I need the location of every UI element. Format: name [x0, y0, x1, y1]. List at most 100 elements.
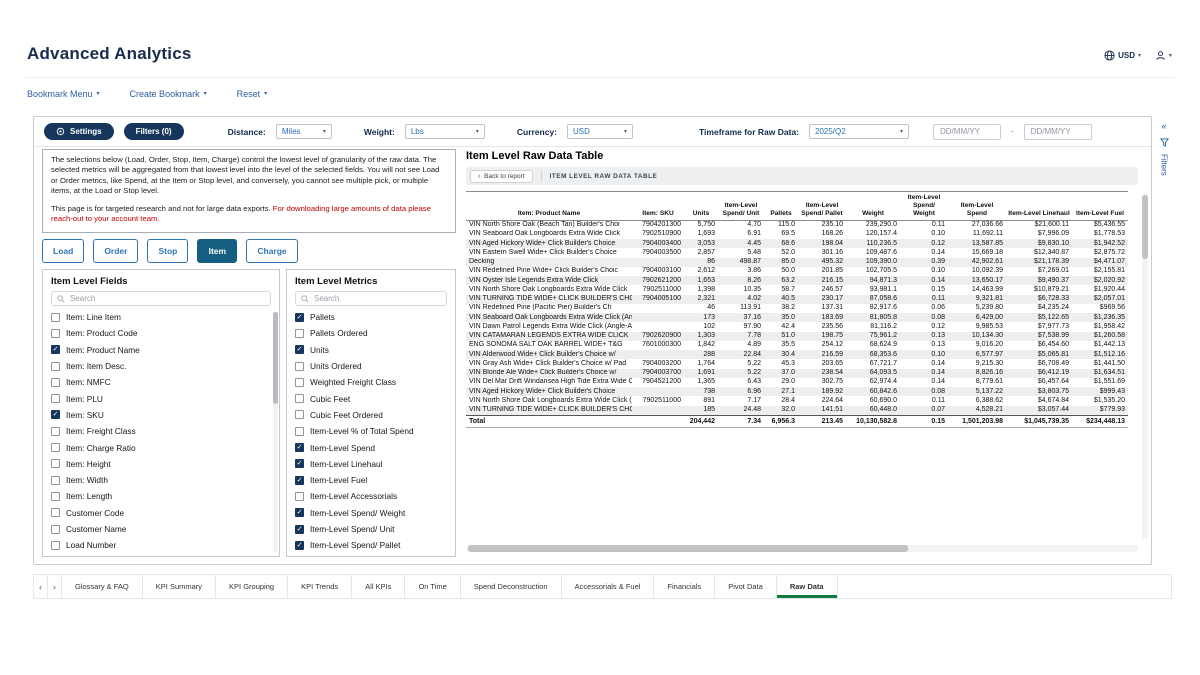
field-item-customer-name[interactable]: Customer Name [51, 521, 271, 537]
distance-select[interactable]: Miles ▾ [275, 124, 332, 139]
checkbox-unchecked[interactable] [295, 394, 304, 404]
table-row[interactable]: VIN Redefined Pine (Pacific Pier) Builde… [466, 304, 1128, 313]
user-menu[interactable]: ▾ [1155, 50, 1172, 61]
tab-pivot-data[interactable]: Pivot Data [715, 575, 777, 598]
metric-item-item-level-spend[interactable]: ✓ Item-Level Spend [295, 439, 447, 455]
settings-button[interactable]: Settings [44, 123, 114, 140]
bookmark-menu-link[interactable]: Bookmark Menu ▾ [27, 89, 100, 99]
field-item-item-product-code[interactable]: Item: Product Code [51, 325, 271, 341]
field-item-item-line-item[interactable]: Item: Line Item [51, 309, 271, 325]
field-item-item-charge-ratio[interactable]: Item: Charge Ratio [51, 439, 271, 455]
checkbox-unchecked[interactable] [51, 459, 60, 469]
field-item-customer-code[interactable]: Customer Code [51, 505, 271, 521]
field-item-item-sku[interactable]: ✓ Item: SKU [51, 407, 271, 423]
checkbox-unchecked[interactable] [51, 426, 60, 436]
table-vertical-scrollbar[interactable] [1142, 193, 1148, 539]
table-row[interactable]: VIN Aged Hickory Wide+ Click Builder's C… [466, 387, 1128, 397]
fields-search-input[interactable]: Search [51, 291, 271, 306]
field-item-item-item-desc[interactable]: Item: Item Desc. [51, 358, 271, 374]
level-button-load[interactable]: Load [42, 239, 85, 263]
table-row[interactable]: VIN CATAMARAN LEGENDS EXTRA WIDE CLICK 79… [466, 331, 1128, 341]
checkbox-checked[interactable]: ✓ [295, 345, 304, 355]
tab-accessorials-fuel[interactable]: Accessorials & Fuel [562, 575, 655, 598]
currency-select[interactable]: USD ▾ [567, 124, 634, 139]
checkbox-unchecked[interactable] [51, 508, 60, 518]
create-bookmark-link[interactable]: Create Bookmark ▾ [130, 89, 207, 99]
table-row[interactable]: VIN Eastern Swell Wide+ Click Builder's … [466, 248, 1128, 257]
field-item-item-width[interactable]: Item: Width [51, 472, 271, 488]
checkbox-checked[interactable]: ✓ [295, 540, 304, 550]
tab-kpi-trends[interactable]: KPI Trends [288, 575, 353, 598]
tab-glossary-faq[interactable]: Glossary & FAQ [62, 575, 143, 598]
weight-select[interactable]: Lbs ▾ [404, 124, 485, 139]
checkbox-unchecked[interactable] [295, 361, 304, 371]
metric-item-item-level-fuel[interactable]: ✓ Item-Level Fuel [295, 472, 447, 488]
checkbox-unchecked[interactable] [295, 328, 304, 338]
table-row[interactable]: VIN Dawn Patrol Legends Extra Wide Click… [466, 322, 1128, 331]
level-button-stop[interactable]: Stop [147, 239, 189, 263]
date-to-input[interactable]: DD/MM/YY [1023, 123, 1092, 140]
table-row[interactable]: VIN North Shore Oak Longboards Extra Wid… [466, 285, 1128, 294]
metric-item-units-ordered[interactable]: Units Ordered [295, 358, 447, 374]
checkbox-unchecked[interactable] [295, 491, 304, 501]
checkbox-unchecked[interactable] [51, 475, 60, 485]
table-row[interactable]: VIN Alderwood Wide+ Click Builder's Choi… [466, 350, 1128, 360]
metric-item-weighted-freight-class[interactable]: Weighted Freight Class [295, 374, 447, 390]
fields-scrollbar[interactable] [273, 312, 278, 552]
scrollbar-thumb[interactable] [468, 545, 908, 552]
table-row[interactable]: VIN North Shore Oak Longboards Extra Wid… [466, 396, 1128, 405]
tabs-prev-button[interactable]: ‹ [34, 575, 48, 598]
metric-item-item-level-spend-unit[interactable]: ✓ Item-Level Spend/ Unit [295, 521, 447, 537]
currency-menu[interactable]: USD ▾ [1104, 50, 1141, 61]
metric-item-item-level-spend-pallet[interactable]: ✓ Item-Level Spend/ Pallet [295, 537, 447, 553]
table-row[interactable]: VIN Blonde Ale Wide+ Click Builder's Cho… [466, 368, 1128, 378]
level-button-charge[interactable]: Charge [246, 239, 298, 263]
tab-on-time[interactable]: On Time [405, 575, 461, 598]
tab-raw-data[interactable]: Raw Data [776, 575, 838, 598]
checkbox-unchecked[interactable] [51, 394, 60, 404]
tab-kpi-summary[interactable]: KPI Summary [143, 575, 217, 598]
tab-kpi-grouping[interactable]: KPI Grouping [216, 575, 289, 598]
metric-item-units[interactable]: ✓ Units [295, 342, 447, 358]
checkbox-unchecked[interactable] [51, 328, 60, 338]
collapse-pane-icon[interactable]: « [1161, 121, 1167, 131]
table-row[interactable]: VIN Seaboard Oak Longboards Extra Wide C… [466, 230, 1128, 239]
metric-item-item-level-spend-weight[interactable]: ✓ Item-Level Spend/ Weight [295, 505, 447, 521]
table-row[interactable]: VIN Gray Ash Wide+ Click Builder's Choic… [466, 359, 1128, 368]
checkbox-unchecked[interactable] [51, 377, 60, 387]
metric-item-cubic-feet-ordered[interactable]: Cubic Feet Ordered [295, 407, 447, 423]
checkbox-checked[interactable]: ✓ [51, 345, 60, 355]
table-row[interactable]: VIN Oyster Isle Legends Extra Wide Click… [466, 276, 1128, 286]
field-item-item-freight-class[interactable]: Item: Freight Class [51, 423, 271, 439]
field-item-item-plu[interactable]: Item: PLU [51, 390, 271, 406]
field-item-item-product-name[interactable]: ✓ Item: Product Name [51, 342, 271, 358]
reset-link[interactable]: Reset ▾ [237, 89, 268, 99]
checkbox-unchecked[interactable] [51, 443, 60, 453]
checkbox-checked[interactable]: ✓ [295, 443, 304, 453]
checkbox-unchecked[interactable] [295, 377, 304, 387]
level-button-item[interactable]: Item [197, 239, 238, 263]
table-row[interactable]: Decking 86 498.87 85.0 495.32 109,390.0 0.39 42… [466, 257, 1128, 267]
filters-button[interactable]: Filters (0) [123, 123, 184, 140]
metric-item-pallets[interactable]: ✓ Pallets [295, 309, 447, 325]
metric-item-cubic-feet[interactable]: Cubic Feet [295, 390, 447, 406]
table-row[interactable]: VIN TURNING TIDE WIDE+ CLICK BUILDER'S C… [466, 405, 1128, 416]
table-row[interactable]: VIN Del Mar Drift Windansea High Tide Ex… [466, 378, 1128, 387]
timeframe-select[interactable]: 2025/Q2 ▾ [809, 124, 909, 139]
field-item-load-number[interactable]: Load Number [51, 537, 271, 553]
metric-item-item-level-accessorials[interactable]: Item-Level Accessorials [295, 488, 447, 504]
table-row[interactable]: VIN TURNING TIDE WIDE+ CLICK BUILDER'S C… [466, 294, 1128, 304]
checkbox-checked[interactable]: ✓ [295, 459, 304, 469]
metric-item-item-level-linehaul[interactable]: ✓ Item-Level Linehaul [295, 456, 447, 472]
scrollbar-thumb[interactable] [273, 312, 278, 404]
field-item-item-nmfc[interactable]: Item: NMFC [51, 374, 271, 390]
field-item-item-length[interactable]: Item: Length [51, 488, 271, 504]
back-to-report-button[interactable]: ‹ Back to report [470, 169, 533, 183]
checkbox-checked[interactable]: ✓ [51, 410, 60, 420]
checkbox-checked[interactable]: ✓ [295, 508, 304, 518]
checkbox-unchecked[interactable] [51, 312, 60, 322]
scrollbar-thumb[interactable] [1142, 195, 1148, 259]
tabs-next-button[interactable]: › [48, 575, 62, 598]
tab-all-kpis[interactable]: All KPIs [352, 575, 406, 598]
table-row[interactable]: VIN Aged Hickory Wide+ Click Builder's C… [466, 239, 1128, 249]
